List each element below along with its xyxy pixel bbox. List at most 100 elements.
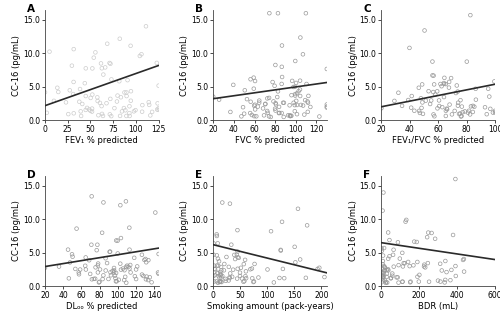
Point: [438, 84, 446, 89]
Point: [486, 106, 494, 112]
Point: [220, 261, 228, 266]
Point: [218, 268, 226, 273]
Point: [68, 254, 76, 259]
Point: [234, 255, 241, 260]
Point: [272, 108, 280, 113]
Point: [120, 267, 128, 273]
Point: [394, 263, 402, 268]
Point: [384, 230, 392, 235]
Point: [121, 274, 129, 279]
Point: [378, 273, 386, 279]
Point: [50, 98, 58, 104]
Point: [430, 112, 438, 117]
Point: [428, 59, 436, 64]
Point: [107, 273, 115, 278]
Point: [140, 257, 148, 263]
Point: [291, 91, 299, 97]
Point: [210, 263, 218, 268]
Point: [90, 55, 98, 60]
Point: [452, 264, 460, 269]
Point: [323, 66, 331, 72]
Point: [420, 28, 428, 33]
Point: [136, 53, 144, 59]
Point: [288, 78, 296, 84]
Point: [210, 252, 218, 257]
Point: [460, 256, 468, 262]
Point: [272, 100, 280, 106]
Point: [286, 114, 294, 119]
Point: [114, 238, 122, 243]
Point: [286, 113, 294, 118]
Point: [252, 114, 260, 119]
Point: [489, 110, 497, 115]
Point: [430, 73, 438, 78]
Point: [275, 104, 283, 110]
Point: [278, 111, 285, 116]
Point: [276, 247, 284, 253]
Point: [430, 82, 438, 87]
Point: [107, 114, 115, 119]
Point: [94, 98, 102, 104]
Point: [70, 46, 78, 52]
Point: [398, 279, 406, 285]
Point: [123, 263, 131, 268]
Point: [106, 249, 114, 254]
Point: [416, 110, 424, 115]
Point: [379, 253, 387, 258]
Point: [54, 85, 62, 90]
Point: [222, 276, 230, 282]
Point: [110, 106, 118, 111]
Point: [142, 277, 150, 282]
Point: [402, 219, 409, 224]
Point: [210, 273, 218, 279]
Point: [131, 274, 139, 279]
Point: [277, 248, 285, 253]
Point: [64, 112, 72, 117]
Point: [240, 279, 248, 284]
Point: [294, 206, 302, 212]
Point: [82, 267, 90, 272]
Point: [111, 273, 119, 278]
Point: [452, 176, 460, 182]
Point: [76, 99, 84, 104]
Point: [256, 98, 264, 103]
Point: [394, 240, 402, 245]
Point: [88, 194, 96, 199]
Point: [122, 90, 130, 95]
Point: [428, 230, 436, 236]
Point: [76, 109, 84, 114]
Point: [380, 190, 388, 195]
Point: [100, 72, 108, 77]
Point: [148, 280, 156, 285]
Point: [238, 276, 246, 281]
Point: [68, 63, 76, 68]
Point: [114, 251, 122, 256]
Point: [138, 272, 146, 277]
Point: [394, 90, 402, 95]
Point: [235, 255, 243, 261]
Point: [323, 102, 331, 107]
Point: [380, 268, 388, 274]
Point: [383, 280, 391, 285]
Point: [387, 275, 395, 281]
Point: [398, 279, 406, 284]
Point: [288, 113, 296, 118]
Point: [229, 267, 237, 272]
Point: [242, 269, 250, 274]
Point: [124, 264, 132, 269]
Point: [443, 107, 451, 112]
Point: [407, 105, 415, 110]
Point: [248, 266, 256, 271]
Point: [466, 112, 474, 117]
Point: [271, 106, 279, 111]
Point: [214, 263, 222, 268]
Point: [440, 94, 448, 100]
Point: [264, 267, 272, 272]
Point: [240, 111, 248, 116]
Point: [154, 106, 162, 111]
Point: [122, 113, 130, 118]
Point: [386, 254, 394, 259]
Point: [302, 81, 310, 87]
Point: [94, 270, 102, 275]
Point: [272, 63, 280, 68]
